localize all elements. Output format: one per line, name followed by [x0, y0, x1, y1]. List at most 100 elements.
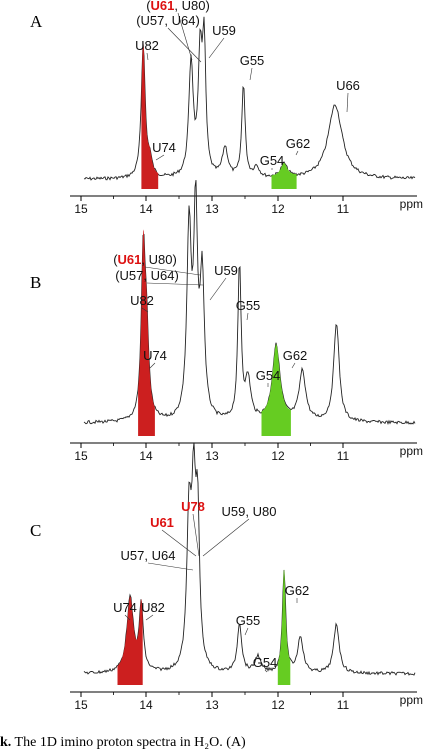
caption-lead: k.	[0, 735, 12, 750]
peak-label: U82	[130, 293, 154, 308]
label-leader-line	[161, 529, 197, 557]
x-tick-label: 14	[139, 202, 153, 216]
x-axis-unit: ppm	[400, 197, 423, 211]
peak-label-part: G55	[240, 53, 265, 68]
x-tick-label: 12	[271, 698, 285, 712]
peak-label-part: G54	[253, 655, 278, 670]
green-filled-peak	[277, 569, 291, 685]
peak-label-part: , U80)	[141, 252, 176, 267]
peak-label: (U61, U80)	[113, 252, 177, 267]
peak-label-part: U82	[135, 38, 159, 53]
peak-label: U66	[336, 78, 360, 93]
peak-label-part: U74	[113, 600, 137, 615]
peak-label: (U61, U80)	[146, 0, 210, 13]
x-tick-label: 14	[139, 698, 153, 712]
panel-letter: B	[30, 273, 41, 292]
green-filled-peak	[261, 344, 291, 436]
peak-label-part: (	[146, 0, 151, 13]
label-leader-line	[202, 518, 250, 557]
peak-label-part: U82	[141, 600, 165, 615]
peak-label: U82	[135, 38, 159, 53]
red-filled-peak	[141, 41, 159, 189]
peak-label-part: , U80)	[174, 0, 209, 13]
label-leader-line	[295, 150, 299, 156]
label-leader-line	[146, 282, 204, 286]
spectrum-panel-c: C 15 14 13 12 11 ppm U61 U78 U59, U80 U57, U64 U74 U…	[30, 442, 423, 712]
x-tick-label: 13	[205, 698, 219, 712]
peak-label-part: G54	[256, 368, 281, 383]
x-tick-label: 15	[74, 202, 88, 216]
peak-label: G54	[256, 368, 281, 383]
label-leader-line	[346, 92, 349, 113]
x-tick-label: 15	[74, 449, 88, 463]
peak-label: G55	[240, 53, 265, 68]
label-leader-line	[246, 312, 249, 321]
x-tick-label: 11	[337, 449, 350, 463]
label-leader-line	[155, 154, 165, 161]
peak-label: (U57, U64)	[115, 268, 179, 283]
peak-label-part: U74	[143, 348, 167, 363]
spectrum-trace	[83, 442, 416, 676]
peak-label-part: U66	[336, 78, 360, 93]
green-filled-peak	[271, 163, 297, 189]
label-leader-line	[209, 277, 227, 301]
figure-caption: k. The 1D imino proton spectra in H₂O. (…	[0, 735, 434, 754]
peak-label-part: (	[113, 252, 118, 267]
spectrum-trace	[83, 180, 416, 426]
spectrum-trace	[83, 16, 416, 181]
x-tick-label: 13	[205, 449, 219, 463]
x-tick-label: 11	[337, 202, 350, 216]
label-leader-line	[149, 362, 156, 369]
peak-label: G62	[285, 583, 310, 598]
peak-label-part: G62	[285, 583, 310, 598]
label-leader-line	[177, 12, 193, 61]
label-leader-line	[147, 562, 194, 571]
label-leader-line	[264, 669, 268, 673]
peak-label: U74	[143, 348, 167, 363]
peak-label: G62	[283, 348, 308, 363]
peak-label-part: U61	[151, 0, 175, 13]
x-tick-label: 11	[337, 698, 350, 712]
peak-label-part: G62	[283, 348, 308, 363]
label-leader-line	[124, 614, 131, 621]
peak-label-part: U59	[214, 263, 238, 278]
spectrum-panel-a: A 15 14 13 12 11 ppm (U61, U80)(U57, U64) U82 U59…	[30, 0, 423, 216]
caption-text: The 1D imino proton spectra in H₂O. (A)	[14, 735, 246, 750]
peak-label-part: U57, U64	[121, 548, 176, 563]
peak-label: U57, U64	[121, 548, 176, 563]
peak-label-part: U74	[152, 140, 176, 155]
label-leader-line	[145, 614, 154, 621]
panel-letter: C	[30, 521, 41, 540]
label-leader-line	[146, 52, 149, 61]
label-leader-line	[192, 513, 200, 557]
label-leader-line	[249, 67, 253, 81]
peak-label-part: U59, U80	[222, 504, 277, 519]
peak-label: U61	[150, 515, 174, 530]
label-leader-line	[141, 307, 149, 313]
peak-label: U74	[152, 140, 176, 155]
peak-label: U82	[141, 600, 165, 615]
label-leader-line	[291, 362, 296, 369]
peak-label: U59	[212, 23, 236, 38]
peak-label-part: (U57, U64)	[136, 13, 200, 28]
x-tick-label: 15	[74, 698, 88, 712]
peak-label: U59, U80	[222, 504, 277, 519]
peak-label: U78	[181, 499, 205, 514]
peak-label-part: U59	[212, 23, 236, 38]
peak-label-part: G55	[236, 298, 261, 313]
x-tick-label: 12	[271, 449, 285, 463]
x-axis-unit: ppm	[400, 693, 423, 707]
x-tick-label: 13	[205, 202, 219, 216]
peak-label: U59	[214, 263, 238, 278]
label-leader-line	[244, 627, 249, 636]
peak-label-part: U82	[130, 293, 154, 308]
panel-letter: A	[30, 12, 43, 31]
x-tick-label: 14	[139, 449, 153, 463]
peak-label: G54	[260, 153, 285, 168]
red-filled-peak	[138, 229, 155, 436]
peak-label-part: G62	[286, 136, 311, 151]
label-leader-line	[144, 266, 201, 276]
peak-label-part: U78	[181, 499, 205, 514]
peak-label: G54	[253, 655, 278, 670]
